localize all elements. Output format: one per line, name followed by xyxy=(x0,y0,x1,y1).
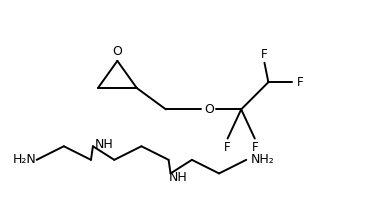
Text: NH: NH xyxy=(94,138,113,151)
Text: H₂N: H₂N xyxy=(12,153,36,166)
Text: F: F xyxy=(224,141,231,154)
Text: F: F xyxy=(261,48,268,61)
Text: F: F xyxy=(297,76,303,89)
Text: O: O xyxy=(112,45,122,58)
Text: NH: NH xyxy=(169,171,188,184)
Text: F: F xyxy=(252,141,258,154)
Text: O: O xyxy=(204,103,214,116)
Text: NH₂: NH₂ xyxy=(251,153,275,166)
